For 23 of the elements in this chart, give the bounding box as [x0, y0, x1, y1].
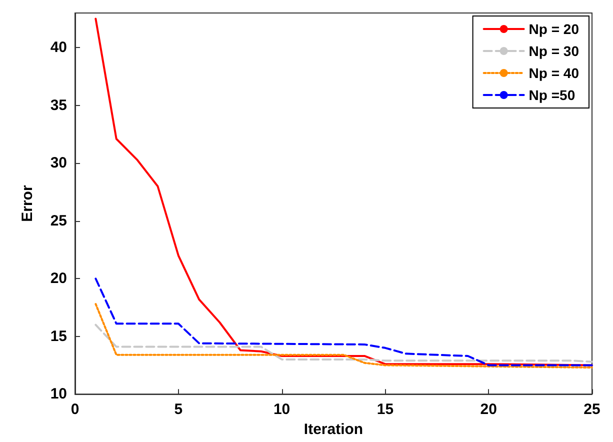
- y-tick-label: 25: [50, 212, 67, 230]
- y-tick-label: 15: [50, 328, 67, 345]
- y-tick-label: 20: [50, 270, 67, 288]
- legend-label: Np =50: [528, 87, 576, 103]
- legend-label: Np = 20: [528, 21, 580, 37]
- x-tick-label: 0: [70, 401, 80, 418]
- x-tick-label: 10: [273, 401, 290, 418]
- line-series: [94, 18, 593, 366]
- line-series: [94, 324, 593, 363]
- x-axis-title: Iteration: [304, 421, 364, 438]
- line-series: [94, 278, 593, 366]
- x-tick-label: 15: [376, 401, 394, 418]
- x-tick-label: 5: [174, 401, 183, 418]
- line-series: [94, 303, 593, 369]
- y-axis-title: Error: [19, 185, 36, 222]
- y-tick-label: 10: [50, 386, 67, 403]
- x-tick-label: 25: [584, 401, 600, 418]
- legend-label: Np = 30: [528, 43, 580, 59]
- y-tick-label: 30: [50, 154, 67, 172]
- y-tick-label: 35: [50, 96, 67, 114]
- x-tick-label: 20: [480, 401, 497, 418]
- y-tick-label: 40: [50, 39, 67, 56]
- legend-label: Np = 40: [528, 65, 580, 81]
